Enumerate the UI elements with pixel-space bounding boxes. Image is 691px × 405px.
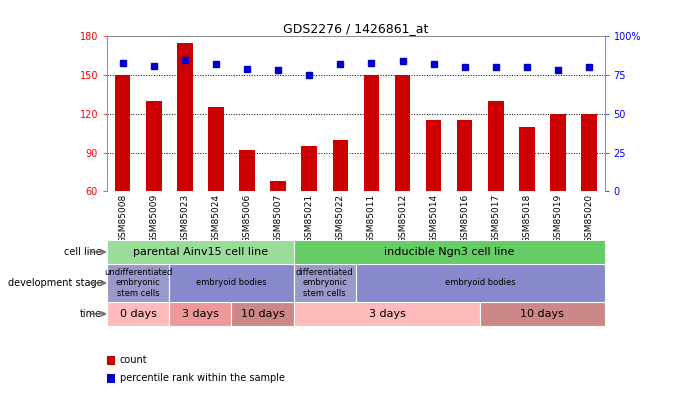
Bar — [395, 75, 410, 191]
Bar — [107, 240, 294, 264]
Text: GSM85021: GSM85021 — [305, 194, 314, 243]
Bar — [169, 264, 294, 302]
Bar — [239, 150, 255, 191]
Text: time: time — [80, 309, 102, 319]
Text: GSM85006: GSM85006 — [243, 194, 252, 243]
Bar — [294, 264, 356, 302]
Bar — [294, 302, 480, 326]
Bar — [301, 146, 317, 191]
Bar — [519, 127, 535, 191]
Text: GSM85009: GSM85009 — [149, 194, 158, 243]
Bar — [356, 264, 605, 302]
Text: inducible Ngn3 cell line: inducible Ngn3 cell line — [384, 247, 514, 257]
Text: embryoid bodies: embryoid bodies — [445, 278, 515, 288]
Bar — [581, 114, 597, 191]
Bar — [146, 101, 162, 191]
Text: GSM85022: GSM85022 — [336, 194, 345, 243]
Text: 10 days: 10 days — [240, 309, 285, 319]
Bar — [332, 140, 348, 191]
Text: percentile rank within the sample: percentile rank within the sample — [120, 373, 285, 383]
Bar — [363, 75, 379, 191]
Text: GSM85020: GSM85020 — [585, 194, 594, 243]
Text: GSM85024: GSM85024 — [211, 194, 220, 243]
Bar — [480, 302, 605, 326]
Bar — [294, 240, 605, 264]
Text: GSM85008: GSM85008 — [118, 194, 127, 243]
Bar — [115, 75, 131, 191]
Bar — [426, 120, 442, 191]
Text: 10 days: 10 days — [520, 309, 565, 319]
Bar — [457, 120, 473, 191]
Text: development stage: development stage — [8, 278, 102, 288]
Bar — [177, 43, 193, 191]
Text: GSM85016: GSM85016 — [460, 194, 469, 243]
Bar — [169, 302, 231, 326]
Text: parental Ainv15 cell line: parental Ainv15 cell line — [133, 247, 268, 257]
Text: GSM85017: GSM85017 — [491, 194, 500, 243]
Bar — [550, 114, 566, 191]
Bar — [231, 302, 294, 326]
Bar — [270, 181, 286, 191]
Text: undifferentiated
embryonic
stem cells: undifferentiated embryonic stem cells — [104, 268, 172, 298]
Text: cell line: cell line — [64, 247, 102, 257]
Bar — [208, 107, 224, 191]
Text: GSM85012: GSM85012 — [398, 194, 407, 243]
Text: GSM85019: GSM85019 — [553, 194, 562, 243]
Text: GSM85018: GSM85018 — [522, 194, 531, 243]
Title: GDS2276 / 1426861_at: GDS2276 / 1426861_at — [283, 22, 428, 35]
Bar — [107, 302, 169, 326]
Bar — [488, 101, 504, 191]
Text: differentiated
embryonic
stem cells: differentiated embryonic stem cells — [296, 268, 354, 298]
Text: GSM85007: GSM85007 — [274, 194, 283, 243]
Text: GSM85011: GSM85011 — [367, 194, 376, 243]
Text: 3 days: 3 days — [182, 309, 219, 319]
Bar — [107, 264, 169, 302]
Text: embryoid bodies: embryoid bodies — [196, 278, 267, 288]
Text: GSM85014: GSM85014 — [429, 194, 438, 243]
Text: count: count — [120, 355, 147, 365]
Text: GSM85023: GSM85023 — [180, 194, 189, 243]
Text: 3 days: 3 days — [368, 309, 406, 319]
Text: 0 days: 0 days — [120, 309, 157, 319]
